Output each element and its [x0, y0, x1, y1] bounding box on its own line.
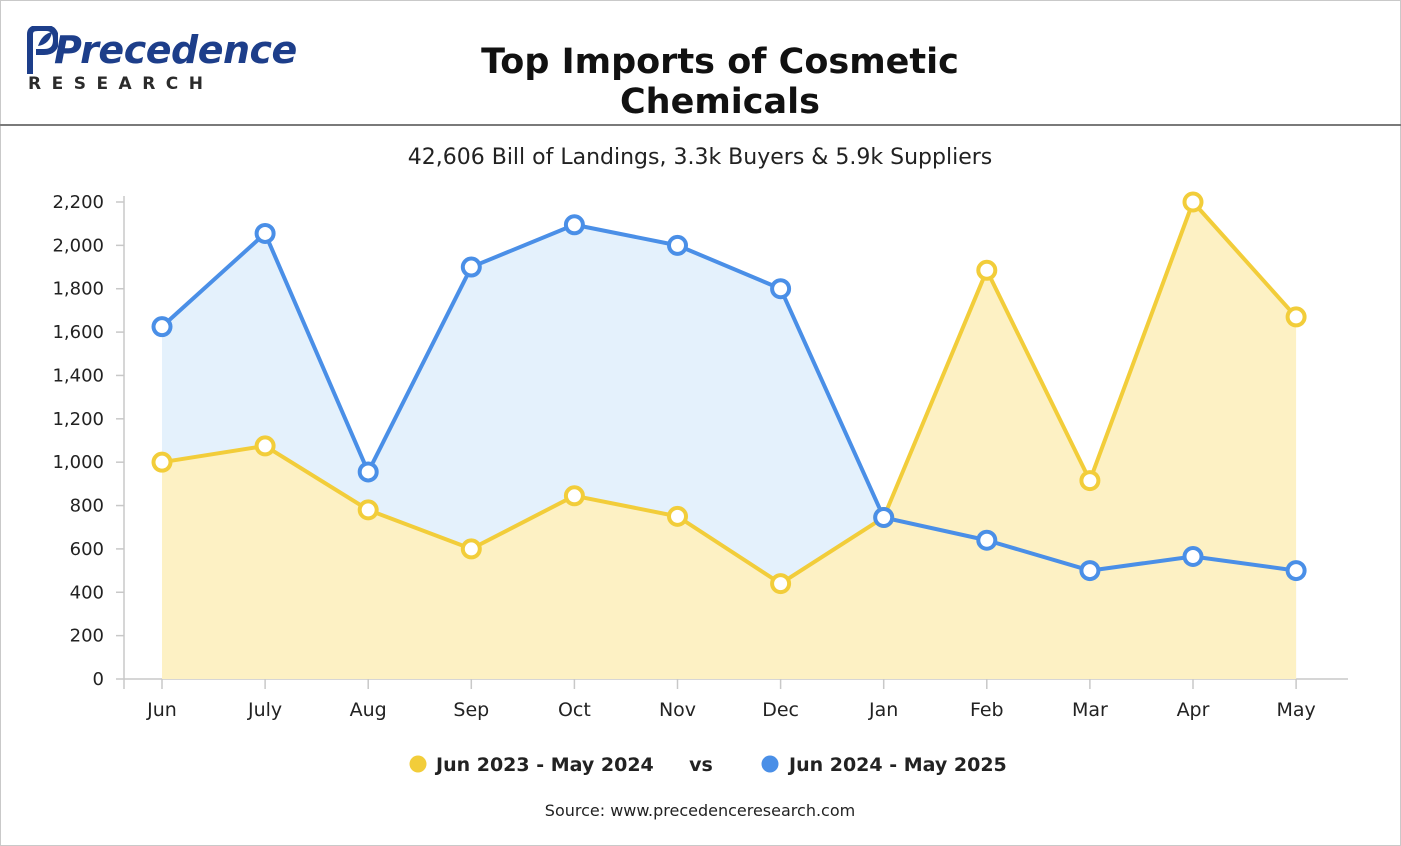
series-2-point-apr — [1182, 545, 1204, 567]
header: Precedence RESEARCH Top Imports of Cosme… — [0, 0, 1401, 126]
series-1-point-feb — [976, 259, 998, 281]
series-1-point-mar — [1079, 470, 1101, 492]
x-tick-label: Aug — [350, 699, 387, 721]
series-1-point-apr — [1182, 191, 1204, 213]
x-tick-label: Nov — [659, 699, 696, 721]
y-tick-label: 0 — [93, 669, 104, 690]
series-1-point-jun — [151, 451, 173, 473]
legend-label-2: Jun 2024 - May 2025 — [787, 754, 1007, 776]
y-tick-label: 400 — [70, 582, 104, 603]
chart-subtitle: 42,606 Bill of Landings, 3.3k Buyers & 5… — [408, 145, 993, 170]
series-2-point-jun — [151, 316, 173, 338]
chart-canvas: 42,606 Bill of Landings, 3.3k Buyers & 5… — [52, 145, 1348, 820]
series-2-point-nov — [667, 234, 688, 256]
leaf-logo-icon — [27, 26, 58, 74]
y-tick-label: 2,000 — [52, 235, 104, 256]
y-tick-label: 1,000 — [52, 452, 104, 473]
series-1-point-dec — [770, 573, 792, 595]
series-2-line — [160, 222, 1299, 573]
legend-marker-2 — [761, 755, 779, 773]
x-tick-label: Dec — [762, 699, 799, 721]
y-tick-label: 1,400 — [52, 365, 104, 386]
x-tick-label: May — [1276, 699, 1315, 721]
y-tick-label: 1,800 — [52, 279, 104, 300]
chart-title: Top Imports of Cosmetic Chemicals — [481, 42, 959, 122]
y-tick-label: 2,200 — [52, 192, 104, 213]
x-tick-label: Jun — [146, 699, 177, 721]
logo: Precedence RESEARCH — [24, 24, 297, 104]
series-2-point-sep — [460, 256, 482, 278]
source-note: Source: www.precedenceresearch.com — [545, 801, 855, 820]
series-1-point-july — [254, 435, 276, 457]
series-1-point-may — [1285, 306, 1307, 328]
legend-marker-1 — [409, 755, 427, 773]
y-tick-label: 800 — [70, 496, 104, 517]
legend-label-1: Jun 2023 - May 2024 — [434, 754, 654, 776]
y-tick-label: 200 — [70, 626, 104, 647]
logo-subtext: RESEARCH — [28, 74, 214, 94]
series-2-point-jan — [873, 506, 895, 528]
y-tick-label: 1,200 — [52, 409, 104, 430]
series-1-point-nov — [667, 505, 688, 527]
x-tick-label: Mar — [1072, 699, 1108, 721]
series-2-point-may — [1285, 560, 1307, 582]
legend-separator: vs — [689, 754, 713, 776]
x-tick-label: Oct — [558, 699, 591, 721]
x-tick-label: Apr — [1177, 699, 1210, 721]
x-tick-label: Jan — [868, 699, 898, 721]
series-2-point-july — [254, 222, 276, 244]
series-1-line — [160, 200, 1299, 586]
series-2-point-dec — [770, 278, 792, 300]
legend: Jun 2023 - May 2024 Jun 2024 - May 2025 vs — [409, 754, 1007, 776]
series-2-point-mar — [1079, 560, 1101, 582]
series-lines — [160, 200, 1299, 586]
y-tick-label: 600 — [70, 539, 104, 560]
y-tick-label: 1,600 — [52, 322, 104, 343]
x-tick-label: Feb — [970, 699, 1004, 721]
x-tick-label: Sep — [453, 699, 489, 721]
axes: 0 200 400 600 800 1,000 1,200 1,400 1,600 1,800 2,… — [52, 192, 1348, 721]
series-points — [151, 191, 1307, 595]
series-1-point-oct — [563, 485, 585, 507]
x-tick-label: July — [247, 699, 282, 721]
series-2-point-oct — [563, 214, 585, 236]
series-1-point-aug — [357, 499, 379, 521]
series-2-point-feb — [976, 529, 998, 551]
logo-wordmark: Precedence — [54, 28, 297, 72]
series-2-point-aug — [357, 461, 379, 483]
series-1-point-sep — [460, 538, 482, 560]
series-areas — [162, 202, 1297, 679]
series-1-area — [162, 202, 1297, 679]
